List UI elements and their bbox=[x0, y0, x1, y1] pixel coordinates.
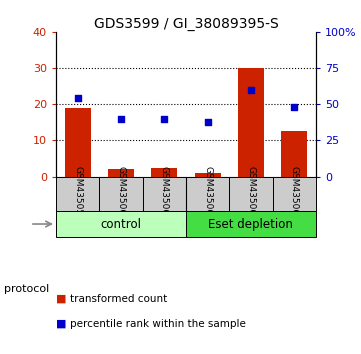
Bar bbox=[195, 173, 221, 177]
Bar bbox=[186, 177, 229, 211]
Bar bbox=[281, 131, 307, 177]
Bar bbox=[56, 177, 99, 211]
Bar bbox=[99, 177, 143, 211]
Bar bbox=[108, 170, 134, 177]
Text: GSM435062: GSM435062 bbox=[203, 166, 212, 221]
Text: ■: ■ bbox=[56, 294, 66, 304]
Bar bbox=[273, 177, 316, 211]
Point bbox=[161, 116, 167, 121]
Point bbox=[75, 96, 81, 101]
Bar bbox=[65, 108, 91, 177]
Bar bbox=[238, 68, 264, 177]
Point bbox=[291, 104, 297, 110]
Bar bbox=[151, 167, 177, 177]
Text: GSM435061: GSM435061 bbox=[160, 166, 169, 221]
Text: ■: ■ bbox=[56, 319, 66, 329]
Point bbox=[118, 116, 124, 121]
Text: GSM435059: GSM435059 bbox=[73, 166, 82, 221]
Text: percentile rank within the sample: percentile rank within the sample bbox=[70, 319, 246, 329]
Point bbox=[205, 119, 210, 125]
Text: GSM435060: GSM435060 bbox=[117, 166, 125, 221]
Title: GDS3599 / GI_38089395-S: GDS3599 / GI_38089395-S bbox=[93, 17, 278, 31]
Text: protocol: protocol bbox=[4, 284, 49, 293]
Bar bbox=[186, 211, 316, 237]
Text: control: control bbox=[100, 217, 142, 230]
Text: GSM435064: GSM435064 bbox=[290, 166, 299, 221]
Point bbox=[248, 87, 254, 93]
Bar bbox=[229, 177, 273, 211]
Bar bbox=[56, 211, 186, 237]
Bar bbox=[143, 177, 186, 211]
Text: transformed count: transformed count bbox=[70, 294, 168, 304]
Text: GSM435063: GSM435063 bbox=[247, 166, 255, 221]
Text: Eset depletion: Eset depletion bbox=[208, 217, 293, 230]
